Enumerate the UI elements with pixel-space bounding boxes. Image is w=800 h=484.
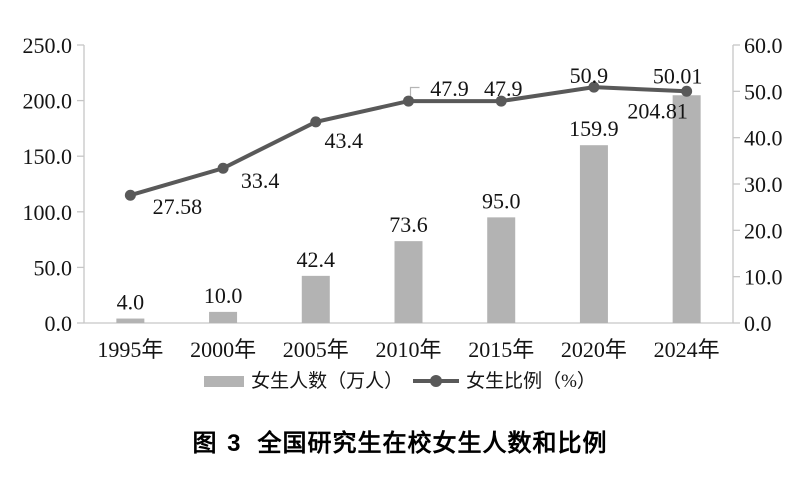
x-axis-tick-label: 2005年 <box>283 337 349 362</box>
x-axis-tick-label: 2015年 <box>468 337 534 362</box>
y-axis-right-tick-label: 40.0 <box>744 126 783 151</box>
chart-legend: 女生人数（万人） 女生比例（%） <box>0 367 800 395</box>
y-axis-right-tick-label: 50.0 <box>744 79 783 104</box>
y-axis-right-tick-label: 0.0 <box>744 311 772 336</box>
y-axis-right-tick-label: 10.0 <box>744 265 783 290</box>
legend-label-line-series: 女生比例（%） <box>466 370 596 392</box>
y-axis-right-tick-label: 20.0 <box>744 218 783 243</box>
y-axis-right-tick-label: 30.0 <box>744 172 783 197</box>
y-axis-left-tick-label: 200.0 <box>23 89 73 114</box>
bar <box>672 95 701 323</box>
y-axis-left-tick-label: 150.0 <box>23 144 73 169</box>
bar <box>487 217 516 323</box>
x-axis-tick-label: 2020年 <box>561 337 627 362</box>
bar-value-label: 95.0 <box>482 188 521 213</box>
line-value-label: 47.9 <box>430 76 469 101</box>
bar-value-label: 73.6 <box>389 212 428 237</box>
line-value-label: 50.9 <box>570 63 609 88</box>
y-axis-right-tick-label: 60.0 <box>744 33 783 58</box>
x-axis-tick-label: 2010年 <box>375 337 441 362</box>
line-point-marker <box>495 95 507 107</box>
bar-value-label: 4.0 <box>117 290 145 315</box>
bar-value-label: 10.0 <box>204 283 243 308</box>
bar-series-swatch <box>204 375 245 387</box>
line-point-marker <box>588 81 600 93</box>
legend-item-bar-series: 女生人数（万人） <box>204 372 403 391</box>
line-value-label: 47.9 <box>484 76 523 101</box>
figure-title: 全国研究生在校女生人数和比例 <box>257 430 608 457</box>
bar <box>209 311 238 323</box>
bar <box>579 145 608 323</box>
legend-item-line-series: 女生比例（%） <box>413 372 596 391</box>
bar <box>394 241 423 323</box>
legend-label-bar-series: 女生人数（万人） <box>251 370 404 392</box>
line-value-label: 33.4 <box>241 168 280 193</box>
line-marker-icon <box>430 375 443 387</box>
figure-number: 图 3 <box>192 430 243 457</box>
y-axis-left-tick-label: 50.0 <box>34 255 73 280</box>
y-axis-left-tick-label: 0.0 <box>45 311 73 336</box>
bar <box>116 318 145 323</box>
line-value-label: 50.01 <box>653 63 703 88</box>
line-point-marker <box>403 95 414 107</box>
line-point-marker <box>217 162 229 174</box>
line-series-swatch <box>413 375 460 387</box>
line-point-marker <box>124 189 136 201</box>
line-point-marker <box>681 85 693 97</box>
bar-value-label: 159.9 <box>569 116 619 141</box>
line-value-label: 43.4 <box>325 128 364 153</box>
bar <box>301 275 330 323</box>
x-axis-tick-label: 2024年 <box>654 337 720 362</box>
figure-caption: 图 3 全国研究生在校女生人数和比例 <box>0 423 800 458</box>
bar-value-label: 42.4 <box>297 247 336 272</box>
line-point-marker <box>310 116 322 128</box>
y-axis-left-tick-label: 100.0 <box>23 200 73 225</box>
data-label-leader-line <box>409 86 420 98</box>
bar-value-label: 204.81 <box>627 98 688 123</box>
x-axis-tick-label: 1995年 <box>97 337 163 362</box>
line-value-label: 27.58 <box>153 194 203 219</box>
y-axis-left-tick-label: 250.0 <box>23 33 73 58</box>
x-axis-tick-label: 2000年 <box>190 337 256 362</box>
